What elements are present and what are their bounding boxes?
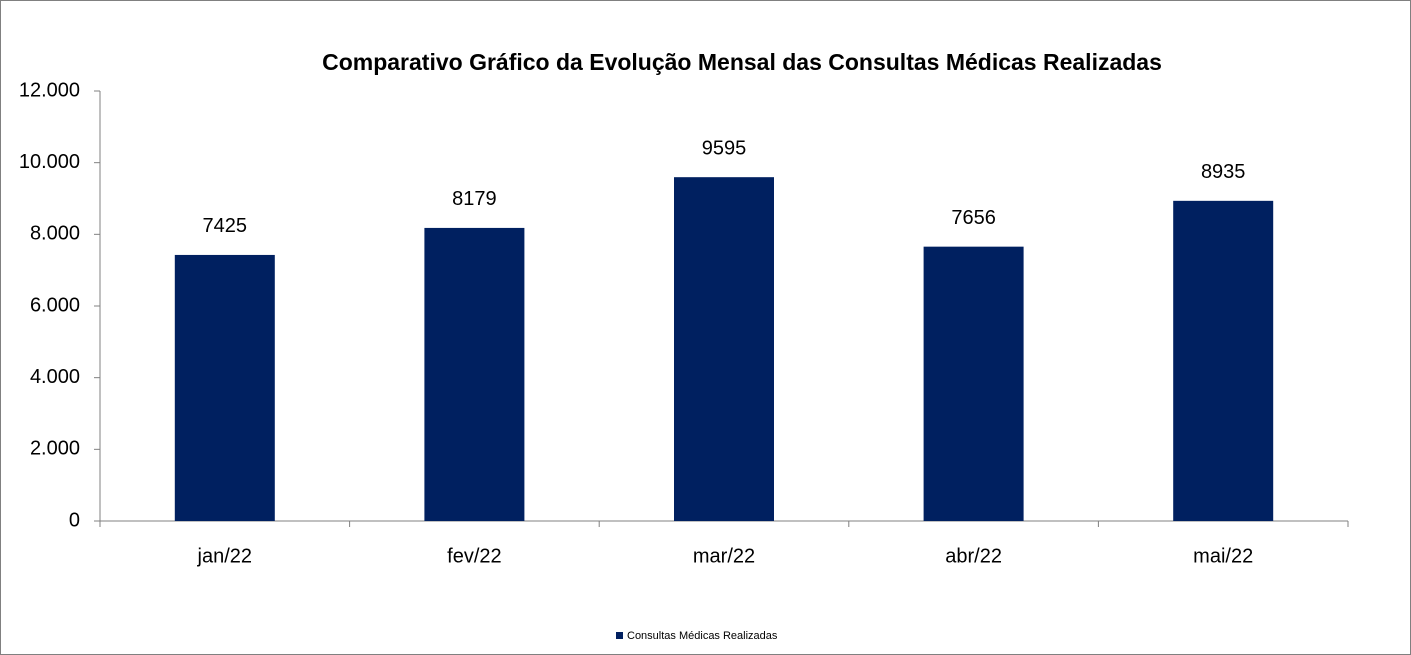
x-tick-label: abr/22 (945, 545, 1002, 567)
chart-title: Comparativo Gráfico da Evolução Mensal d… (322, 49, 1162, 75)
bar (923, 246, 1024, 521)
bar (424, 227, 525, 521)
data-label: 7656 (951, 207, 996, 229)
y-tick-label: 4.000 (30, 366, 80, 388)
legend-label: Consultas Médicas Realizadas (627, 630, 778, 642)
y-tick-label: 2.000 (30, 438, 80, 460)
data-label: 9595 (702, 137, 747, 159)
x-tick-label: mar/22 (693, 545, 755, 567)
x-tick-label: mai/22 (1193, 545, 1253, 567)
x-tick-label: jan/22 (197, 545, 253, 567)
y-tick-label: 10.000 (19, 151, 80, 173)
data-label: 8935 (1201, 161, 1246, 183)
bar (674, 177, 774, 521)
x-tick-label: fev/22 (447, 545, 501, 567)
legend-swatch (616, 632, 623, 639)
data-label: 7425 (203, 215, 248, 237)
y-tick-label: 6.000 (30, 294, 80, 316)
y-tick-label: 8.000 (30, 223, 80, 245)
y-tick-label: 12.000 (19, 79, 80, 101)
data-label: 8179 (452, 188, 497, 210)
y-tick-label: 0 (69, 509, 80, 531)
bar (174, 254, 275, 521)
bar (1173, 200, 1274, 521)
